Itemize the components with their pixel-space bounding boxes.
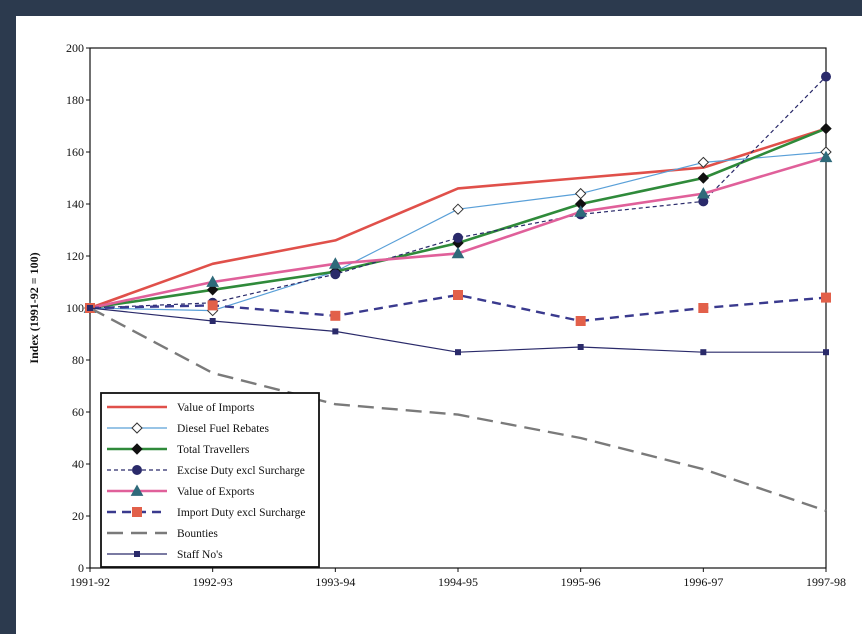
legend-label: Value of Imports	[177, 402, 255, 414]
legend-entry: Bounties	[107, 528, 218, 540]
data-point-marker	[130, 484, 144, 496]
x-tick-label: 1993-94	[315, 575, 355, 589]
data-point-marker	[330, 269, 341, 280]
legend-label: Bounties	[177, 528, 218, 540]
chart-paper: 0 20 40 60 80 100 120 140 160 180 200 1991-92 1992-9…	[16, 16, 862, 634]
data-point-marker	[697, 172, 710, 184]
line-chart: 0 20 40 60 80 100 120 140 160 180 200 1991-92 1992-9…	[27, 41, 846, 589]
legend: Value of Imports Diesel Fuel Rebates Total…	[100, 392, 320, 568]
series-excise-duty-excl-surcharge	[85, 71, 831, 313]
data-point-marker	[574, 187, 587, 200]
data-point-marker	[821, 71, 831, 82]
data-point-marker	[455, 349, 461, 356]
legend-entry: Staff No's	[107, 549, 223, 561]
y-tick-label: 20	[72, 509, 84, 523]
x-tick-label: 1996-97	[683, 575, 723, 589]
y-tick-label: 60	[72, 405, 84, 419]
data-point-marker	[328, 257, 342, 269]
legend-label: Staff No's	[177, 549, 223, 561]
axes: 0 20 40 60 80 100 120 140 160 180 200 1991-92 1992-9…	[27, 41, 846, 589]
data-point-marker	[132, 465, 142, 475]
series-line	[89, 151, 827, 312]
data-point-marker	[451, 246, 465, 259]
y-tick-label: 80	[72, 353, 84, 367]
data-point-marker	[453, 290, 463, 300]
series-line	[89, 306, 827, 512]
legend-entry: Excise Duty excl Surcharge	[107, 465, 305, 477]
series-line	[89, 127, 827, 310]
data-point-marker	[577, 344, 584, 350]
data-point-marker	[820, 122, 832, 135]
y-tick-label: 40	[72, 457, 84, 471]
legend-label: Excise Duty excl Surcharge	[177, 465, 305, 477]
x-tick-label: 1992-93	[193, 575, 233, 589]
series-diesel-fuel-rebates	[84, 146, 832, 317]
y-tick-label: 200	[66, 41, 84, 55]
series-layer	[83, 71, 833, 512]
data-point-marker	[134, 551, 140, 557]
x-tick-label: 1997-98	[806, 575, 846, 589]
x-tick-label: 1994-95	[438, 575, 478, 589]
series-staff-no-s	[87, 305, 829, 356]
legend-label: Import Duty excl Surcharge	[177, 507, 306, 519]
series-line	[89, 307, 826, 353]
data-point-marker	[823, 349, 829, 356]
legend-entry: Total Travellers	[107, 443, 250, 456]
series-value-of-imports	[89, 127, 827, 310]
data-point-marker	[87, 305, 93, 311]
data-point-marker	[132, 507, 142, 517]
series-line	[89, 127, 827, 310]
data-point-marker	[574, 205, 588, 217]
y-tick-label: 100	[66, 301, 84, 315]
data-point-marker	[209, 318, 216, 324]
series-bounties	[89, 306, 827, 512]
y-tick-label: 0	[78, 561, 84, 575]
data-point-marker	[332, 328, 339, 335]
legend-label: Diesel Fuel Rebates	[177, 423, 270, 435]
y-tick-label: 120	[66, 249, 84, 263]
legend-entry: Diesel Fuel Rebates	[107, 422, 270, 435]
data-point-marker	[207, 300, 218, 311]
data-point-marker	[131, 443, 143, 455]
y-tick-label: 160	[66, 145, 84, 159]
data-point-marker	[452, 203, 464, 215]
data-point-marker	[575, 316, 586, 326]
legend-entry: Value of Exports	[107, 484, 255, 498]
legend-label: Total Travellers	[177, 444, 250, 456]
legend-box	[100, 392, 320, 568]
legend-entry: Value of Imports	[107, 402, 255, 414]
legend-label: Value of Exports	[177, 486, 255, 498]
series-line	[89, 76, 827, 309]
x-tick-label: 1995-96	[561, 575, 601, 589]
data-point-marker	[131, 422, 143, 434]
series-value-of-exports	[83, 150, 833, 313]
data-point-marker	[453, 232, 463, 243]
data-point-marker	[206, 284, 219, 296]
data-point-marker	[206, 275, 220, 287]
data-point-marker	[819, 150, 833, 163]
series-import-duty-excl-surcharge	[85, 290, 831, 326]
data-point-marker	[330, 310, 341, 321]
y-tick-label: 180	[66, 93, 84, 107]
data-point-marker	[696, 187, 710, 199]
legend-entry: Import Duty excl Surcharge	[107, 507, 306, 519]
data-point-marker	[697, 156, 710, 169]
series-line	[89, 155, 827, 310]
y-axis-label: Index (1991-92 = 100)	[27, 252, 41, 363]
data-point-marker	[821, 292, 831, 303]
data-point-marker	[700, 349, 707, 356]
y-tick-label: 140	[66, 197, 84, 211]
data-point-marker	[698, 303, 709, 313]
x-tick-label: 1991-92	[70, 575, 110, 589]
